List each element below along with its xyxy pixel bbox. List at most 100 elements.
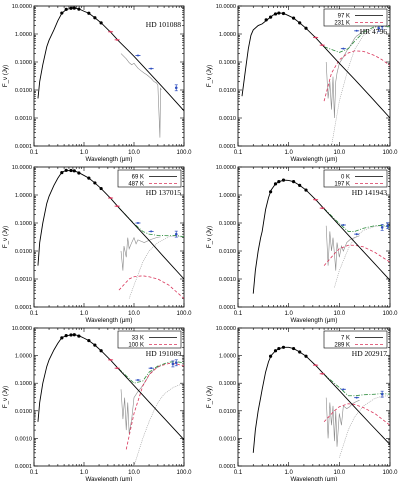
- y-axis-label: F_ν (Jy): [2, 386, 9, 408]
- ir-spectrum-line: [325, 397, 360, 447]
- far-ir-point: [380, 392, 384, 396]
- plot-area: [37, 6, 184, 138]
- y-axis-label: F_ν (Jy): [206, 386, 213, 408]
- x-axis-label: Wavelength (μm): [290, 476, 337, 481]
- y-tick-label: 0.0001: [15, 144, 32, 150]
- ir-excess-point-marker: [355, 396, 358, 399]
- star-name: HD 191089: [146, 349, 181, 358]
- plot-area: [252, 178, 390, 294]
- photometry-point: [60, 11, 64, 15]
- photometry-point: [273, 349, 278, 353]
- ir-excess-point-marker: [342, 223, 345, 226]
- x-axis-label: Wavelength (μm): [85, 156, 132, 163]
- plot-area: [37, 333, 184, 466]
- cold-component-line: [128, 235, 184, 299]
- photometry-point: [273, 182, 278, 186]
- x-tick-label: 0.1: [30, 150, 39, 156]
- y-tick-label: 0.0100: [15, 409, 32, 415]
- photometry-point: [291, 346, 296, 351]
- photometry-point: [87, 11, 91, 15]
- photometry-point: [69, 168, 73, 173]
- photometry-point: [304, 188, 308, 192]
- photometry-point: [291, 16, 296, 20]
- ir-excess-point-marker: [314, 36, 317, 39]
- plot-frame: [237, 5, 391, 147]
- y-tick-label: 0.1000: [219, 381, 236, 387]
- x-tick-label: 10.0: [333, 311, 345, 317]
- y-tick-label: 0.1000: [15, 381, 32, 387]
- y-tick-label: 10.0000: [12, 4, 32, 10]
- far-ir-point: [380, 226, 384, 229]
- photometry-point: [64, 334, 68, 338]
- plot-area: [252, 345, 390, 458]
- warm-component-line: [323, 403, 390, 426]
- legend-box: [323, 330, 388, 349]
- photometry-point: [273, 12, 278, 16]
- star-name: HD 141943: [352, 188, 387, 197]
- star-name: HD 101088: [146, 20, 181, 29]
- x-tick-label: 10.0: [128, 150, 140, 156]
- y-tick-label: 10.0000: [216, 165, 236, 171]
- photosphere-line: [252, 346, 390, 453]
- photometry-point: [77, 334, 81, 338]
- photometry-point: [72, 169, 76, 173]
- total-model-line: [323, 208, 390, 232]
- x-tick-label: 10.0: [333, 150, 345, 156]
- photosphere-line: [252, 179, 390, 294]
- ir-excess-point-marker: [355, 233, 358, 236]
- ir-excess-point-marker: [150, 367, 153, 370]
- y-tick-label: 0.0010: [15, 277, 32, 283]
- ir-excess-point-marker: [342, 388, 345, 391]
- x-axis-label: Wavelength (μm): [290, 317, 337, 324]
- plot-frame: [33, 5, 185, 147]
- x-tick-label: 1.0: [284, 470, 293, 476]
- photometry-point: [72, 333, 76, 337]
- y-axis-label: F_ν (Jy): [2, 226, 9, 248]
- photometry-point: [281, 11, 286, 16]
- legend-label: 289 K: [334, 343, 350, 349]
- photometry-point: [269, 354, 273, 358]
- x-tick-label: 10.0: [128, 311, 140, 317]
- y-axis-label: F_ν (Jy): [206, 65, 213, 87]
- x-tick-label: 0.1: [234, 311, 243, 317]
- photometry-point: [69, 6, 73, 10]
- ir-excess-point-marker: [150, 230, 153, 233]
- plot-frame: [237, 166, 391, 308]
- photometry-point: [60, 336, 64, 340]
- star-name: HD 202917: [352, 349, 387, 358]
- photometry-point: [298, 350, 302, 354]
- warm-component-line: [118, 275, 184, 299]
- ir-excess-point-marker: [116, 367, 119, 370]
- y-tick-label: 10.0000: [12, 326, 32, 332]
- legend-label: 33 K: [132, 336, 144, 342]
- sed-panel-2: 0.1 1.0 10.0 100.0 0.0001 0.0010 0.0100 0.1000 1…: [206, 4, 398, 163]
- photometry-point: [87, 338, 91, 343]
- ir-excess-point-marker: [314, 364, 317, 367]
- y-tick-label: 10.0000: [216, 326, 236, 332]
- plot-area: [241, 11, 390, 146]
- legend-label: 0 K: [341, 175, 350, 181]
- legend-box: [117, 330, 182, 349]
- photosphere-line: [37, 7, 184, 112]
- photometry-point: [77, 171, 81, 175]
- total-model-line: [323, 374, 390, 397]
- x-tick-label: 100.0: [176, 150, 192, 156]
- photometry-point: [93, 343, 97, 347]
- x-tick-label: 0.1: [234, 470, 243, 476]
- warm-component-line: [323, 50, 390, 102]
- ir-spectrum-line: [120, 53, 162, 138]
- ir-excess-point-marker: [321, 372, 324, 375]
- photometry-point: [93, 181, 97, 185]
- photometry-point: [277, 11, 281, 15]
- y-tick-label: 1.0000: [219, 32, 236, 38]
- sed-panel-6: 0.1 1.0 10.0 100.0 0.0001 0.0010 0.0100 0.1000 1…: [206, 326, 398, 481]
- x-tick-label: 10.0: [333, 470, 345, 476]
- plot-area: [37, 168, 184, 299]
- photometry-point: [99, 186, 103, 191]
- photometry-point: [99, 21, 103, 25]
- y-tick-label: 0.0010: [219, 277, 236, 283]
- legend-box: [117, 169, 182, 188]
- x-tick-label: 0.1: [234, 150, 243, 156]
- y-tick-label: 0.0010: [219, 116, 236, 122]
